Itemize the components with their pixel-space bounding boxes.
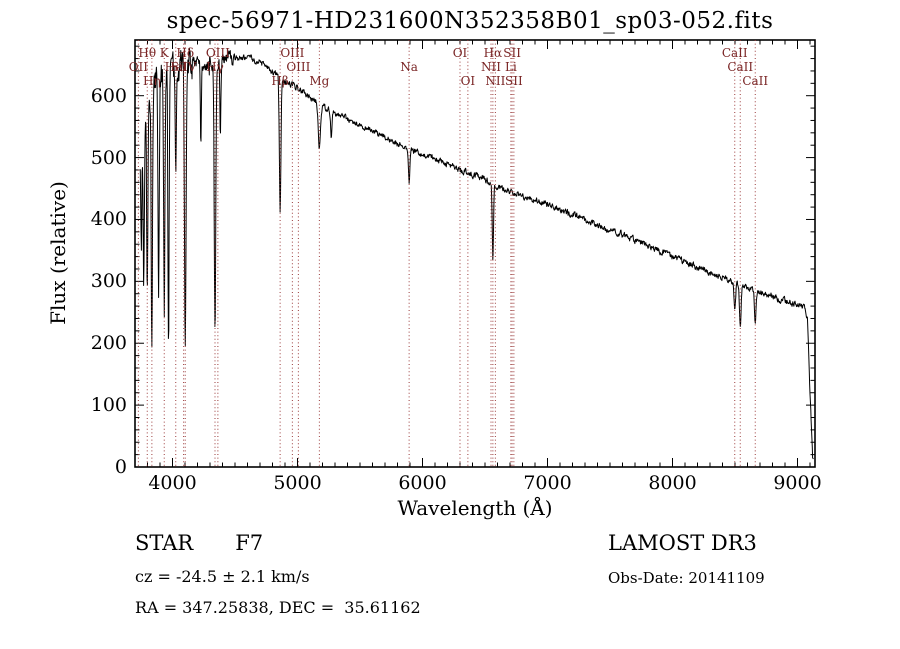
spectrum-curve xyxy=(139,47,814,460)
axis-box xyxy=(134,39,816,468)
